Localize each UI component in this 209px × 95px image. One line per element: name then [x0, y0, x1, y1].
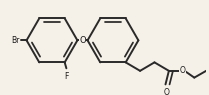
Text: O: O [79, 36, 86, 45]
Text: F: F [64, 72, 69, 81]
Text: O: O [180, 66, 185, 75]
Text: O: O [163, 88, 169, 95]
Text: Br: Br [11, 36, 20, 45]
